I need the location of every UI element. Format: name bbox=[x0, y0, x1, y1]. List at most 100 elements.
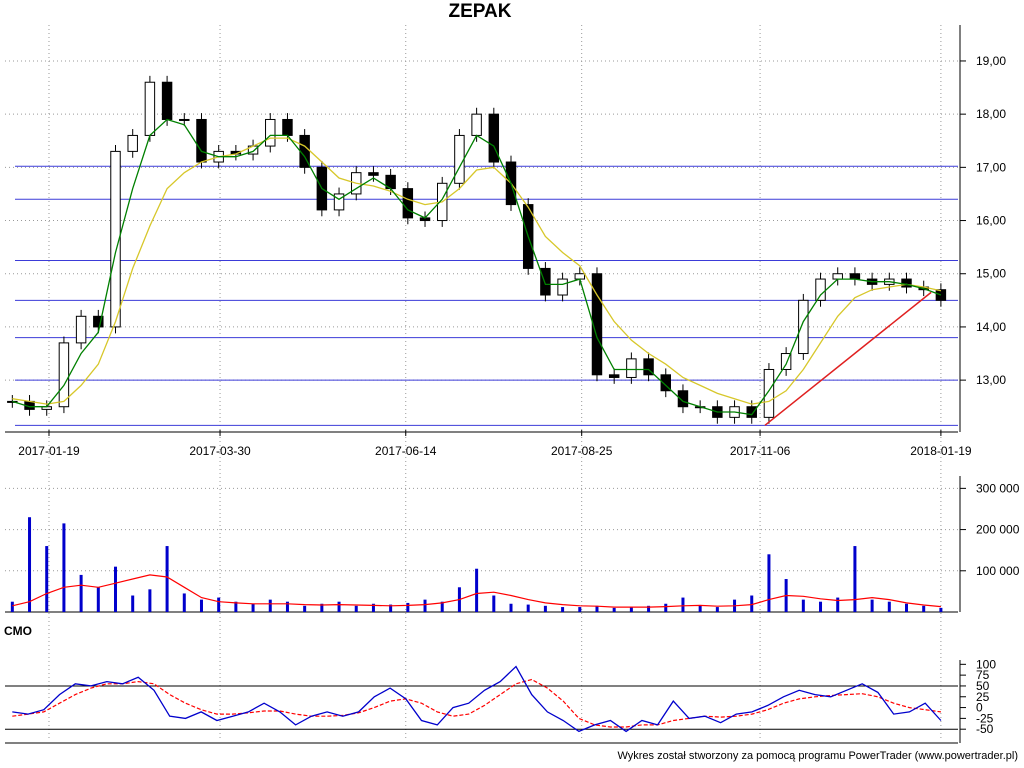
y-tick-label: 13,00 bbox=[976, 373, 1006, 387]
volume-bar bbox=[526, 604, 530, 612]
candle-body bbox=[677, 390, 689, 408]
candle-body bbox=[591, 273, 603, 376]
x-tick-label: 2017-11-06 bbox=[730, 444, 791, 458]
candle-body bbox=[75, 315, 87, 344]
volume-bar bbox=[337, 601, 341, 612]
cmo-y-tick-label: 75 bbox=[976, 668, 990, 682]
candle-body bbox=[282, 118, 293, 136]
volume-bar bbox=[440, 601, 444, 612]
volume-bar bbox=[629, 607, 633, 612]
candle-body bbox=[161, 81, 173, 120]
candle-body bbox=[763, 368, 775, 418]
candle-body bbox=[608, 374, 620, 378]
volume-bar bbox=[664, 603, 668, 612]
volume-bar bbox=[45, 546, 49, 612]
volume-bar bbox=[939, 607, 943, 612]
cmo-y-tick-label: 100 bbox=[976, 657, 996, 671]
candle-body bbox=[110, 150, 121, 328]
candle-body bbox=[196, 118, 207, 163]
volume-bar bbox=[698, 605, 702, 612]
volume-bar bbox=[750, 595, 754, 612]
volume-y-tick-label: 200 000 bbox=[976, 523, 1020, 537]
x-tick-label: 2017-03-30 bbox=[189, 444, 251, 458]
slow-ma-line bbox=[12, 137, 942, 405]
volume-bar bbox=[887, 601, 891, 612]
y-tick-label: 18,00 bbox=[976, 107, 1006, 121]
volume-bar bbox=[148, 589, 152, 612]
x-tick-label: 2017-06-14 bbox=[375, 444, 437, 458]
volume-bar bbox=[285, 601, 289, 612]
candle-body bbox=[626, 358, 637, 378]
cmo-y-tick-label: 50 bbox=[976, 679, 990, 693]
cmo-y-tick-label: -25 bbox=[976, 711, 994, 725]
candle-body bbox=[471, 113, 482, 136]
cmo-line bbox=[12, 665, 942, 733]
candle-body bbox=[58, 342, 70, 408]
cmo-ma-line bbox=[12, 678, 941, 728]
candle-body bbox=[746, 406, 757, 418]
volume-bar bbox=[234, 601, 238, 612]
candle-body bbox=[780, 353, 792, 370]
x-tick-label: 2017-01-19 bbox=[18, 444, 80, 458]
candle-body bbox=[265, 118, 276, 147]
volume-bar bbox=[681, 597, 685, 612]
volume-bar bbox=[320, 603, 324, 612]
candle-body bbox=[127, 134, 138, 152]
volume-y-tick-label: 300 000 bbox=[976, 481, 1020, 495]
candle-body bbox=[832, 273, 843, 280]
candle-body bbox=[557, 278, 568, 296]
volume-bar bbox=[165, 546, 169, 612]
volume-bar bbox=[10, 601, 14, 612]
fast-ma-line bbox=[12, 118, 942, 416]
volume-bar bbox=[79, 574, 83, 612]
candle-body bbox=[798, 299, 809, 355]
volume-bar bbox=[578, 607, 582, 612]
candle-body bbox=[935, 289, 947, 301]
volume-bar bbox=[217, 597, 221, 612]
candle-body bbox=[540, 267, 551, 296]
volume-bar bbox=[303, 605, 307, 612]
candle-body bbox=[488, 113, 500, 163]
volume-bar bbox=[836, 597, 840, 612]
volume-bar bbox=[114, 566, 118, 612]
volume-bar bbox=[922, 605, 926, 612]
candle-body bbox=[574, 273, 586, 280]
volume-bar bbox=[595, 605, 599, 612]
volume-bar bbox=[354, 605, 358, 612]
volume-bar bbox=[423, 599, 427, 612]
volume-ma-line bbox=[12, 574, 941, 608]
volume-bar bbox=[905, 603, 909, 612]
volume-bar bbox=[819, 601, 823, 612]
volume-y-tick-label: 100 000 bbox=[976, 564, 1020, 578]
volume-bar bbox=[389, 604, 393, 612]
y-tick-label: 14,00 bbox=[976, 320, 1006, 334]
volume-bar bbox=[492, 595, 496, 612]
cmo-y-tick-label: 0 bbox=[976, 701, 983, 715]
candle-body bbox=[643, 358, 654, 376]
volume-bar bbox=[612, 607, 616, 612]
candle-body bbox=[144, 81, 156, 136]
volume-bar bbox=[371, 603, 375, 612]
volume-bar bbox=[251, 603, 255, 612]
volume-bar bbox=[28, 517, 32, 612]
candle-body bbox=[179, 118, 190, 121]
candle-body bbox=[402, 188, 414, 219]
candle-body bbox=[368, 172, 379, 176]
volume-bar bbox=[870, 599, 874, 612]
cmo-panel-title: CMO bbox=[4, 624, 32, 638]
candle-body bbox=[333, 193, 345, 211]
volume-bar bbox=[561, 607, 565, 612]
cmo-y-tick-label: 25 bbox=[976, 690, 990, 704]
volume-bar bbox=[268, 599, 272, 612]
volume-bar bbox=[853, 546, 857, 612]
volume-bar bbox=[647, 605, 651, 612]
volume-bar bbox=[801, 599, 805, 612]
cmo-y-tick-label: -50 bbox=[976, 722, 994, 736]
footer-credit: Wykres został stworzony za pomocą progra… bbox=[617, 750, 1018, 762]
volume-bar bbox=[543, 605, 547, 612]
volume-bar bbox=[509, 603, 513, 612]
volume-bar bbox=[182, 593, 186, 612]
volume-bar bbox=[131, 595, 135, 612]
x-tick-label: 2017-08-25 bbox=[551, 444, 613, 458]
